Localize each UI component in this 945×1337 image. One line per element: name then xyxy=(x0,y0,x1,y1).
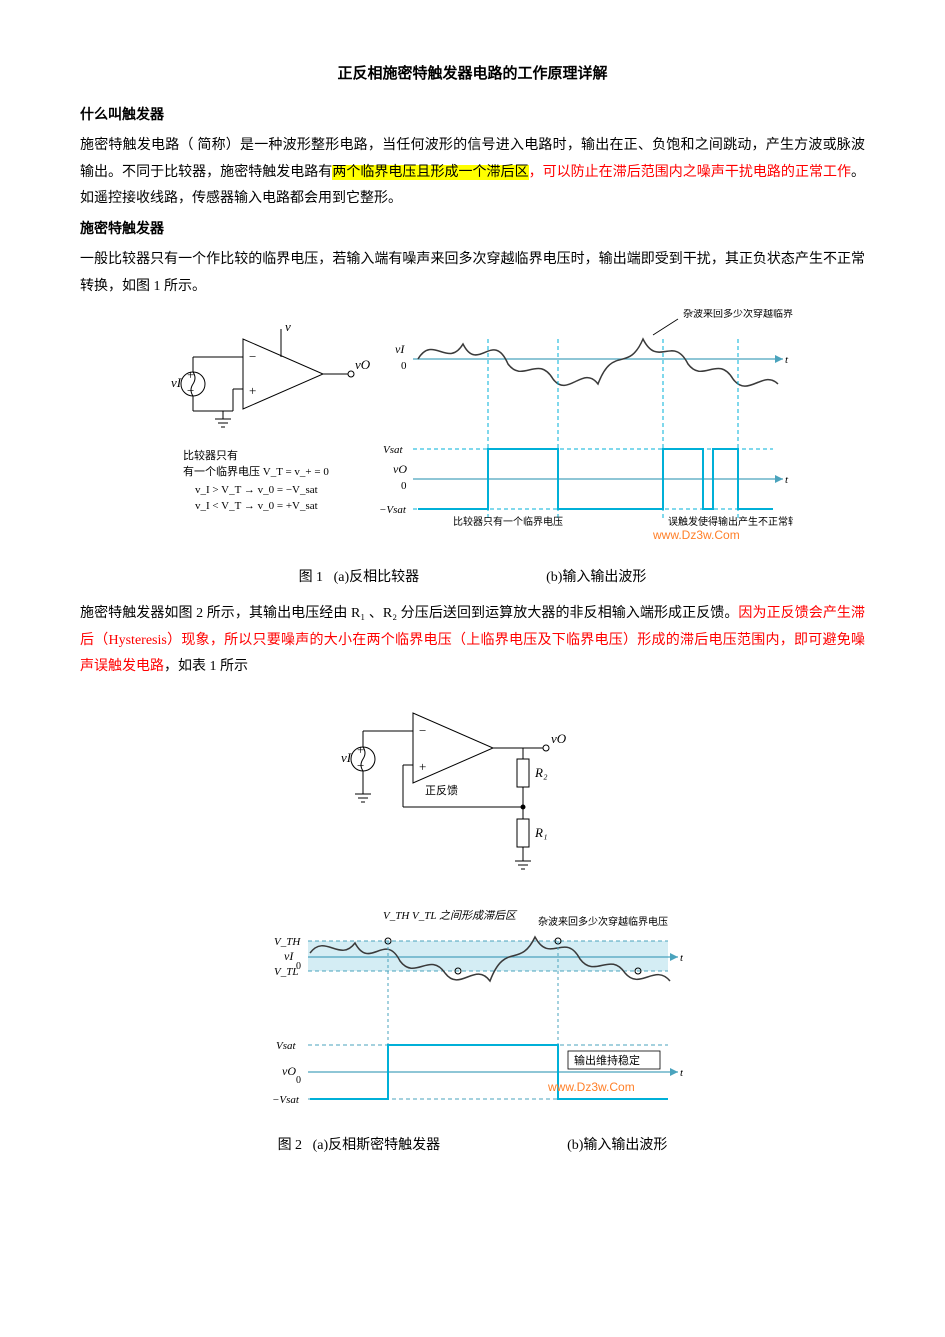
hysteresis-band xyxy=(308,941,668,971)
fig2-caption-a: (a)反相斯密特触发器 xyxy=(313,1138,441,1153)
fig1-wave-vI: vI xyxy=(395,342,405,356)
para3-c: ，如表 1 所示 xyxy=(164,659,248,674)
fig2-Vsatp: Vsat xyxy=(276,1040,297,1052)
para3-a: 施密特触发器如图 2 所示，其输出电压经由 R₁ 、R₂ 分压后送回到运算放大器… xyxy=(80,606,738,621)
fig1-vsat-n: −Vsat xyxy=(379,504,407,516)
fig2-title-line: V_TH V_TL 之间形成滞后区 xyxy=(383,909,518,922)
para-comparator: 一般比较器只有一个作比较的临界电压，若输入端有噪声来回多次穿越临界电压时，输出端… xyxy=(80,247,865,300)
fig2-vI: vI xyxy=(341,750,352,765)
fig1-input-wave xyxy=(418,339,778,386)
figure-2-wave: V_TH V_TL 之间形成滞后区 V_TH V_TL vI 0 t 杂波来回多… xyxy=(80,907,865,1127)
fig2-annot-top: 杂波来回多少次穿越临界电压 xyxy=(538,915,668,928)
figure-2-circuit: +− vI − + 正反馈 vO R₂ R₁ xyxy=(80,689,865,899)
fig2-vO: vO xyxy=(551,731,567,746)
para-intro-highlight: 两个临界电压且形成一个滞后区 xyxy=(332,165,528,180)
fig1-vsat-p: Vsat xyxy=(383,444,404,456)
fig2-minus-icon: − xyxy=(419,723,426,738)
fig1-wave-t1: t xyxy=(785,354,789,366)
figure-2-caption: 图 2 (a)反相斯密特触发器 (b)输入输出波形 xyxy=(80,1133,865,1160)
fig1-wave-vO: vO xyxy=(393,462,407,476)
fig2-zero2: 0 xyxy=(296,1075,301,1086)
fig2-R1: R₁ xyxy=(534,825,547,840)
fig2-vO-lbl: vO xyxy=(282,1064,296,1078)
fig1-note1: 比较器只有 xyxy=(183,448,238,462)
para-schmitt-desc: 施密特触发器如图 2 所示，其输出电压经由 R₁ 、R₂ 分压后送回到运算放大器… xyxy=(80,601,865,681)
watermark-2: www.Dz3w.Com xyxy=(547,1080,635,1094)
para-intro-red: ，可以防止在滞后范围内之噪声干扰电路的正常工作 xyxy=(529,165,851,180)
figure-1: + − vI − + v vO 比较器只有 有一个临界电压 V_T = v_+ … xyxy=(80,309,865,559)
watermark-1: www.Dz3w.Com xyxy=(652,528,740,542)
heading-schmitt: 施密特触发器 xyxy=(80,217,865,244)
fig2-caption-b: (b)输入输出波形 xyxy=(567,1138,667,1153)
fig2-VTL: V_TL xyxy=(274,966,298,978)
doc-title: 正反相施密特触发器电路的工作原理详解 xyxy=(80,60,865,89)
plus-icon: + xyxy=(249,383,256,398)
fig1-caption-a: (a)反相比较器 xyxy=(334,570,420,585)
fig2-t1: t xyxy=(680,952,683,964)
fig1-note2: 有一个临界电压 V_T = v_+ = 0 xyxy=(183,464,329,478)
figure-1-caption: 图 1 (a)反相比较器 (b)输入输出波形 xyxy=(80,565,865,592)
fig1-v-label: v xyxy=(285,319,291,334)
fig1-annot-right: 误触发使得输出产生不正常转换 xyxy=(668,515,793,528)
fig1-vI-label: vI xyxy=(171,375,182,390)
fig2-R2: R₂ xyxy=(534,765,548,780)
fig1-annot-mid: 比较器只有一个临界电压 xyxy=(453,515,563,528)
fig2-annot-box: 输出维持稳定 xyxy=(574,1053,640,1067)
fig2-t2: t xyxy=(680,1067,683,1079)
fig1-vO-label: vO xyxy=(355,357,371,372)
para-intro: 施密特触发电路（ 简称）是一种波形整形电路，当任何波形的信号进入电路时，输出在正… xyxy=(80,133,865,213)
fig2-VTH: V_TH xyxy=(274,936,301,948)
figure-2-circuit-svg: +− vI − + 正反馈 vO R₂ R₁ xyxy=(323,689,623,899)
fig2-caption-num: 图 2 xyxy=(278,1138,303,1153)
fig2-Vsatn: −Vsat xyxy=(272,1094,300,1106)
fig2-plus-icon: + xyxy=(419,759,426,774)
fig1-annot-top: 杂波来回多少次穿越临界电压 xyxy=(683,309,793,320)
figure-1-svg: + − vI − + v vO 比较器只有 有一个临界电压 V_T = v_+ … xyxy=(153,309,793,559)
fig1-wave-t2: t xyxy=(785,474,789,486)
fig2-vI-lbl: vI xyxy=(284,949,294,963)
fig1-wave-zero2: 0 xyxy=(401,480,407,492)
fig1-caption-num: 图 1 xyxy=(299,570,324,585)
heading-what-is-trigger: 什么叫触发器 xyxy=(80,103,865,130)
fig2-fb-label: 正反馈 xyxy=(425,784,458,797)
figure-2-wave-svg: V_TH V_TL 之间形成滞后区 V_TH V_TL vI 0 t 杂波来回多… xyxy=(263,907,683,1127)
minus-icon: − xyxy=(249,349,256,364)
fig1-note3: v_I > V_T → v_0 = −V_sat xyxy=(195,484,318,496)
fig2-zero1: 0 xyxy=(296,961,301,972)
fig1-note4: v_I < V_T → v_0 = +V_sat xyxy=(195,500,318,512)
fig1-wave-zero1: 0 xyxy=(401,360,407,372)
fig1-caption-b: (b)输入输出波形 xyxy=(546,570,646,585)
